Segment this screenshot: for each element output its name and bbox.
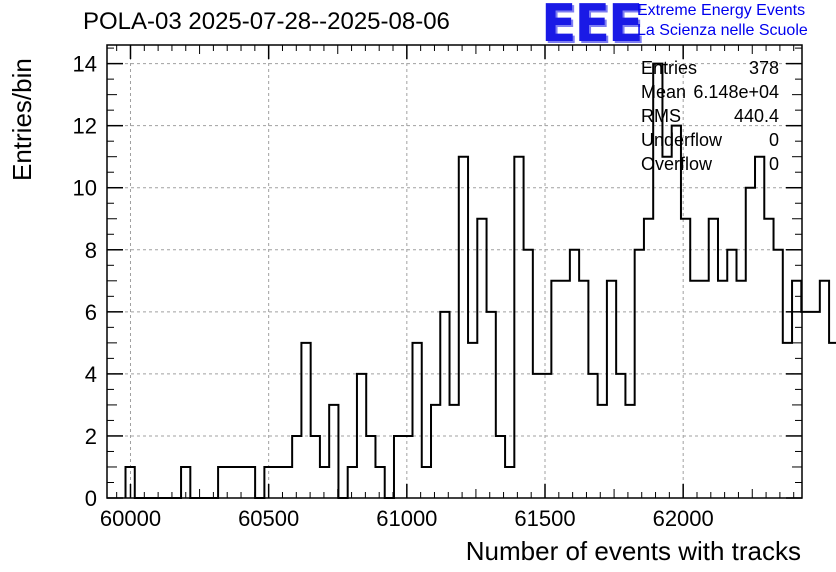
- histogram-bin: [292, 436, 301, 498]
- stats-row: Overflow 0: [641, 154, 781, 178]
- stats-value: 0: [768, 130, 779, 150]
- histogram-bin: [496, 436, 505, 498]
- histogram-bin: [755, 157, 764, 498]
- histogram-bin: [375, 467, 384, 498]
- histogram-bin: [783, 343, 792, 498]
- histogram-bin: [440, 312, 449, 498]
- grid: [107, 45, 802, 498]
- histogram-bin: [820, 281, 829, 498]
- chart-title: POLA-03 2025-07-28--2025-08-06: [83, 8, 450, 35]
- x-tick-label: 60000: [100, 506, 161, 531]
- stats-name: RMS: [641, 106, 681, 126]
- stats-row: Entries 378: [641, 58, 781, 82]
- histogram-bin: [598, 405, 607, 498]
- stats-name: Entries: [641, 58, 698, 78]
- histogram-bin: [607, 281, 616, 498]
- histogram-bin: [551, 281, 560, 498]
- histogram-bin: [662, 157, 671, 498]
- y-tick-label: 2: [85, 424, 97, 449]
- x-tick-label: 60500: [238, 506, 299, 531]
- histogram-bin: [218, 467, 227, 498]
- histogram-bin: [450, 405, 459, 498]
- stats-name: Mean: [641, 82, 687, 102]
- histogram-bin: [412, 343, 421, 498]
- x-tick-label: 62000: [653, 506, 714, 531]
- stats-value: 0: [768, 154, 779, 174]
- y-tick-label: 14: [73, 52, 97, 77]
- y-tick-label: 0: [85, 486, 97, 511]
- histogram-bin: [422, 467, 431, 498]
- stats-name: Overflow: [641, 154, 713, 174]
- plot-frame: [106, 44, 803, 499]
- stats-value: 440.4: [733, 106, 779, 126]
- histogram-bin: [644, 219, 653, 498]
- histogram-bin: [737, 281, 746, 498]
- histogram-bin: [320, 467, 329, 498]
- axes: 60000 60500 61000 61500 62000 0 2 4 6 8 10 12 14: [73, 44, 803, 531]
- histogram-bin: [709, 219, 718, 498]
- histogram-bin: [505, 467, 514, 498]
- stats-row: RMS 440.4: [641, 106, 781, 130]
- histogram-bin: [366, 436, 375, 498]
- histogram-bin: [274, 467, 283, 498]
- stats-row: Underflow 0: [641, 130, 781, 154]
- y-tick-label: 8: [85, 238, 97, 263]
- logo-line-2: La Scienza nelle Scuole: [637, 22, 808, 39]
- histogram-bin: [690, 281, 699, 498]
- eee-logo: EEE Extreme Energy Events La Scienza nel…: [541, 0, 836, 54]
- histogram-bin: [477, 219, 486, 498]
- y-tick-label: 10: [73, 176, 97, 201]
- histogram-bin: [431, 405, 440, 498]
- y-tick-label: 4: [85, 362, 97, 387]
- histogram-bin: [468, 343, 477, 498]
- histogram-bin: [348, 467, 357, 498]
- x-tick-label: 61500: [514, 506, 575, 531]
- histogram-bin: [403, 436, 412, 498]
- histogram-bin: [561, 281, 570, 498]
- histogram-bin: [394, 436, 403, 498]
- histogram-bin: [579, 281, 588, 498]
- x-axis-label: Number of events with tracks: [465, 536, 801, 566]
- histogram-bin: [329, 405, 338, 498]
- stats-box: Entries 378 Mean 6.148e+04 RMS 440.4 Underflow…: [641, 58, 781, 178]
- histogram-bin: [764, 219, 773, 498]
- histogram-bin: [227, 467, 236, 498]
- histogram-bin: [459, 157, 468, 498]
- y-tick-label: 6: [85, 300, 97, 325]
- stats-value: 378: [748, 58, 779, 78]
- histogram-bin: [301, 343, 310, 498]
- stats-name: Underflow: [641, 130, 723, 150]
- histogram-bin: [718, 281, 727, 498]
- histogram-bin: [487, 312, 496, 498]
- histogram-bin: [311, 436, 320, 498]
- histogram-bin: [246, 467, 255, 498]
- histogram-bin: [829, 343, 836, 498]
- histogram-bin: [699, 281, 708, 498]
- y-tick-label: 12: [73, 114, 97, 139]
- histogram-bin: [681, 219, 690, 498]
- histogram-bin: [625, 405, 634, 498]
- histogram-bin: [283, 467, 292, 498]
- histogram-bin: [514, 157, 523, 498]
- stats-row: Mean 6.148e+04: [641, 82, 781, 106]
- histogram-bin: [811, 312, 820, 498]
- stats-value: 6.148e+04: [693, 82, 779, 102]
- logo-line-1: Extreme Energy Events: [637, 2, 806, 19]
- histogram-bin: [746, 188, 755, 498]
- x-tick-label: 61000: [376, 506, 437, 531]
